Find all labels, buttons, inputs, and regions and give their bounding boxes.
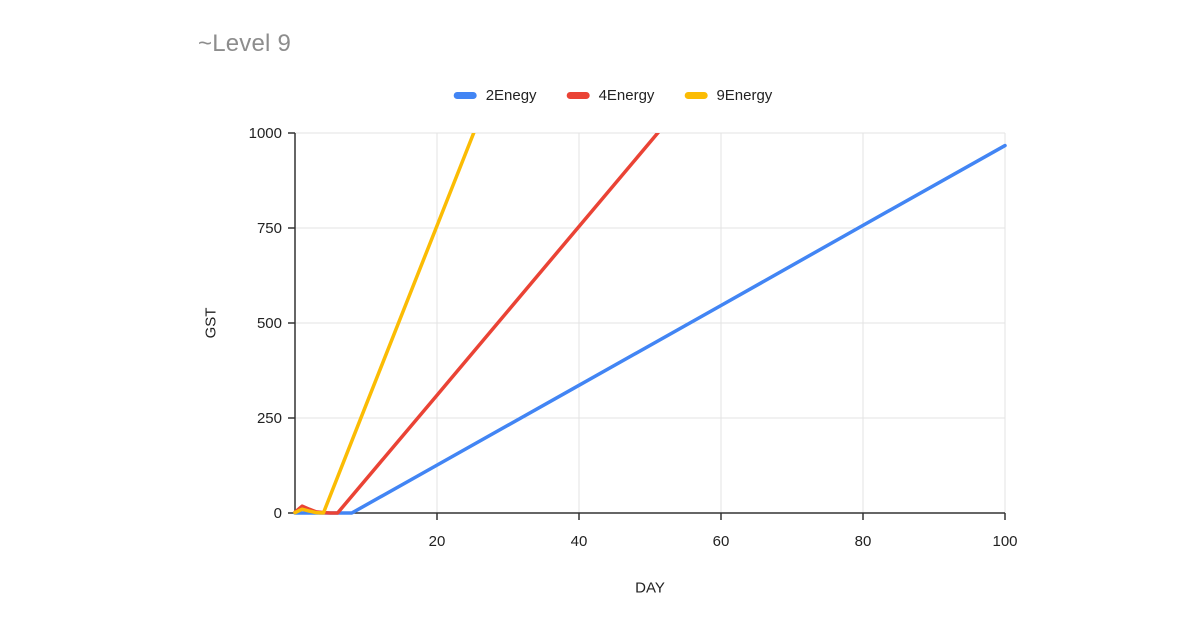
legend-swatch-4energy-icon [566,92,590,99]
x-axis-title: DAY [635,579,665,597]
legend-label-2enegy: 2Enegy [485,87,537,104]
legend-label-4energy: 4Energy [598,87,655,104]
chart-legend: 2Enegy 4Energy 9Energy [453,87,772,104]
chart-title: ~Level 9 [198,30,292,57]
legend-swatch-2enegy-icon [453,92,477,99]
x-tick-label: 100 [992,533,1017,550]
legend-item-2enegy: 2Enegy [453,87,537,104]
y-tick-label: 500 [257,315,282,332]
x-tick-label: 80 [855,533,872,550]
tick-labels: 0 250 500 750 1000 20 40 60 80 100 [249,125,1018,550]
x-tick-label: 20 [429,533,446,550]
legend-label-9energy: 9Energy [716,87,773,104]
legend-swatch-9energy-icon [684,92,708,99]
series-line-4energy [293,133,661,515]
x-tick-label: 60 [713,533,730,550]
x-tick-label: 40 [571,533,588,550]
tick-marks [288,132,1006,520]
series-lines [293,133,1007,515]
legend-item-4energy: 4Energy [566,87,655,104]
series-line-2enegy [293,143,1007,515]
y-tick-label: 0 [274,505,282,522]
legend-item-9energy: 9Energy [684,87,772,104]
gridlines [295,132,1006,513]
y-tick-label: 250 [257,410,282,427]
y-tick-label: 750 [257,220,282,237]
y-tick-label: 1000 [249,125,282,142]
series-line-9energy [293,133,476,515]
